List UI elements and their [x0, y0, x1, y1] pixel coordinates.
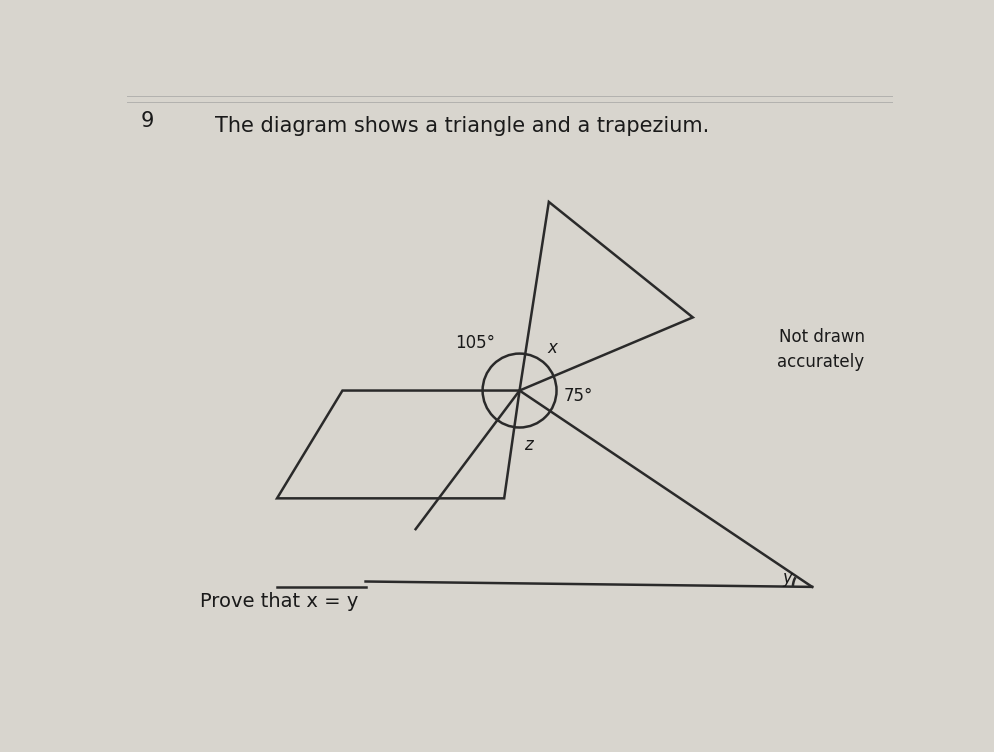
Text: Not drawn
accurately: Not drawn accurately: [776, 328, 864, 371]
Text: Prove that x = y: Prove that x = y: [200, 592, 358, 611]
Text: x: x: [547, 339, 557, 357]
Text: 9: 9: [140, 111, 154, 131]
Text: 105°: 105°: [454, 334, 494, 352]
Text: z: z: [524, 436, 533, 454]
Text: 75°: 75°: [564, 387, 592, 405]
Text: The diagram shows a triangle and a trapezium.: The diagram shows a triangle and a trape…: [215, 117, 709, 136]
Text: y: y: [782, 569, 791, 587]
